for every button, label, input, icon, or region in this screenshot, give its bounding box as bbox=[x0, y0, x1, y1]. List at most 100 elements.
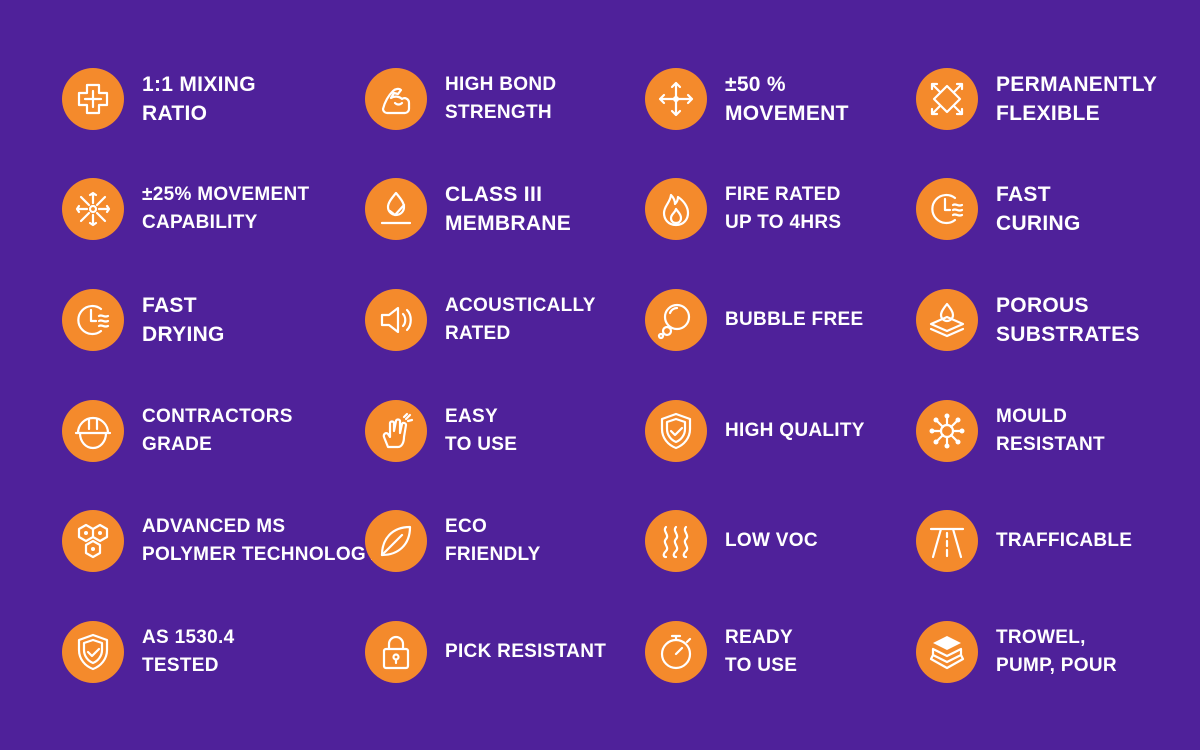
feature-label: ±25% MOVEMENT CAPABILITY bbox=[142, 181, 309, 237]
feature-label-line: CURING bbox=[996, 212, 1081, 235]
leaf-icon bbox=[365, 510, 427, 572]
feature-label: TRAFFICABLE bbox=[996, 527, 1132, 555]
drop-layers-icon bbox=[916, 289, 978, 351]
feature-label-line: ±50 % bbox=[725, 73, 786, 96]
wavy-lines-icon bbox=[645, 510, 707, 572]
feature-label: READY TO USE bbox=[725, 624, 797, 680]
feature-label-line: RATED bbox=[445, 323, 511, 344]
radial-arrows-icon bbox=[62, 178, 124, 240]
feature-item: FAST DRYING bbox=[62, 285, 225, 355]
feature-label-line: TRAFFICABLE bbox=[996, 530, 1133, 551]
feature-label-line: ACOUSTICALLY bbox=[445, 295, 596, 316]
feature-label-line: FLEXIBLE bbox=[996, 102, 1100, 125]
speaker-icon bbox=[365, 289, 427, 351]
feature-label-line: TESTED bbox=[142, 655, 219, 676]
feature-item: LOW VOC bbox=[645, 506, 818, 576]
feature-item: AS 1530.4 TESTED bbox=[62, 617, 235, 687]
feature-label: EASY TO USE bbox=[445, 403, 517, 459]
feature-label-line: READY bbox=[725, 627, 794, 648]
feature-label: TROWEL, PUMP, POUR bbox=[996, 624, 1117, 680]
feature-label-line: AS 1530.4 bbox=[142, 627, 235, 648]
feature-label-line: ADVANCED MS bbox=[142, 516, 286, 537]
feature-label-line: PERMANENTLY bbox=[996, 73, 1158, 96]
feature-label-line: BUBBLE FREE bbox=[725, 309, 864, 330]
hexagon-molecule-icon bbox=[62, 510, 124, 572]
plus-cross-icon bbox=[62, 68, 124, 130]
stopwatch-icon bbox=[645, 621, 707, 683]
feature-label-line: POROUS bbox=[996, 294, 1089, 317]
feature-label-line: FAST bbox=[142, 294, 197, 317]
feature-label: HIGH BOND STRENGTH bbox=[445, 71, 556, 127]
feature-label-line: MOULD bbox=[996, 406, 1068, 427]
feature-label-line: PICK RESISTANT bbox=[445, 641, 607, 662]
feature-item: ±25% MOVEMENT CAPABILITY bbox=[62, 174, 309, 244]
feature-label: MOULD RESISTANT bbox=[996, 403, 1105, 459]
feature-label-line: RESISTANT bbox=[996, 434, 1105, 455]
feature-item: POROUS SUBSTRATES bbox=[916, 285, 1140, 355]
flame-icon bbox=[645, 178, 707, 240]
feature-label: 1:1 MIXING RATIO bbox=[142, 70, 256, 128]
feature-label-line: TROWEL, bbox=[996, 627, 1086, 648]
feature-label-line: STRENGTH bbox=[445, 102, 552, 123]
feature-label: ±50 % MOVEMENT bbox=[725, 70, 849, 128]
feature-label: PERMANENTLY FLEXIBLE bbox=[996, 70, 1157, 128]
feature-label: ECO FRIENDLY bbox=[445, 513, 541, 569]
feature-label-line: HIGH BOND bbox=[445, 74, 557, 95]
feature-item: FAST CURING bbox=[916, 174, 1081, 244]
feature-label: CONTRACTORS GRADE bbox=[142, 403, 293, 459]
feature-label-line: UP TO 4HRS bbox=[725, 212, 842, 233]
hand-snap-icon bbox=[365, 400, 427, 462]
shield-check-icon bbox=[645, 400, 707, 462]
feature-label: FAST DRYING bbox=[142, 291, 225, 349]
feature-item: CONTRACTORS GRADE bbox=[62, 396, 293, 466]
feature-label: CLASS III MEMBRANE bbox=[445, 180, 571, 238]
feature-label-line: EASY bbox=[445, 406, 498, 427]
feature-item: PERMANENTLY FLEXIBLE bbox=[916, 64, 1157, 134]
feature-label-line: FRIENDLY bbox=[445, 544, 541, 565]
feature-item: READY TO USE bbox=[645, 617, 797, 687]
feature-label-line: FIRE RATED bbox=[725, 184, 841, 205]
water-drop-membrane-icon bbox=[365, 178, 427, 240]
feature-label-line: FAST bbox=[996, 183, 1051, 206]
feature-label-line: ECO bbox=[445, 516, 488, 537]
clock-wind-icon bbox=[916, 178, 978, 240]
feature-label-line: TO USE bbox=[445, 434, 518, 455]
road-icon bbox=[916, 510, 978, 572]
flexed-arm-icon bbox=[365, 68, 427, 130]
padlock-icon bbox=[365, 621, 427, 683]
feature-item: MOULD RESISTANT bbox=[916, 396, 1105, 466]
feature-item: FIRE RATED UP TO 4HRS bbox=[645, 174, 841, 244]
feature-label: ADVANCED MS POLYMER TECHNOLOGY bbox=[142, 513, 379, 569]
layers-stack-icon bbox=[916, 621, 978, 683]
feature-label-line: GRADE bbox=[142, 434, 213, 455]
feature-label-line: MOVEMENT bbox=[725, 102, 849, 125]
feature-label: ACOUSTICALLY RATED bbox=[445, 292, 596, 348]
feature-label-line: ±25% MOVEMENT bbox=[142, 184, 310, 205]
feature-label: LOW VOC bbox=[725, 527, 818, 555]
feature-label: FAST CURING bbox=[996, 180, 1081, 238]
feature-item: HIGH QUALITY bbox=[645, 396, 865, 466]
feature-item: HIGH BOND STRENGTH bbox=[365, 64, 556, 134]
expand-arrows-icon bbox=[916, 68, 978, 130]
feature-label-line: LOW VOC bbox=[725, 530, 818, 551]
feature-item: TRAFFICABLE bbox=[916, 506, 1132, 576]
feature-label: FIRE RATED UP TO 4HRS bbox=[725, 181, 841, 237]
feature-item: EASY TO USE bbox=[365, 396, 517, 466]
feature-item: ADVANCED MS POLYMER TECHNOLOGY bbox=[62, 506, 379, 576]
feature-label-line: MEMBRANE bbox=[445, 212, 572, 235]
hard-hat-icon bbox=[62, 400, 124, 462]
feature-item: BUBBLE FREE bbox=[645, 285, 863, 355]
virus-network-icon bbox=[916, 400, 978, 462]
feature-label: BUBBLE FREE bbox=[725, 306, 863, 334]
feature-label: PICK RESISTANT bbox=[445, 638, 606, 666]
move-arrows-icon bbox=[645, 68, 707, 130]
feature-label: POROUS SUBSTRATES bbox=[996, 291, 1140, 349]
feature-label-line: CAPABILITY bbox=[142, 212, 258, 233]
feature-item: PICK RESISTANT bbox=[365, 617, 606, 687]
feature-item: ECO FRIENDLY bbox=[365, 506, 541, 576]
feature-item: TROWEL, PUMP, POUR bbox=[916, 617, 1117, 687]
feature-label-line: RATIO bbox=[142, 102, 208, 125]
feature-label-line: DRYING bbox=[142, 323, 225, 346]
feature-label-line: CONTRACTORS bbox=[142, 406, 293, 427]
